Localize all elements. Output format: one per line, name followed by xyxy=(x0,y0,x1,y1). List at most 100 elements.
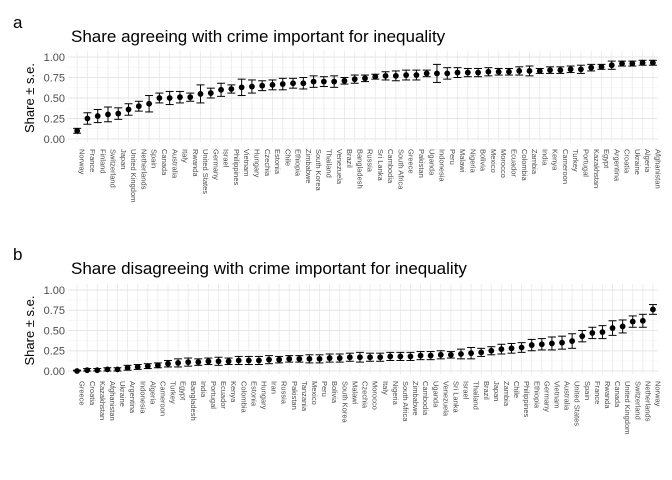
x-tick-label: Croatia xyxy=(88,381,97,406)
data-point xyxy=(357,354,363,361)
x-tick-label: Ethiopia xyxy=(294,149,303,177)
data-point xyxy=(447,351,454,358)
data-point xyxy=(225,358,232,365)
x-tick-label: Portugal xyxy=(209,381,218,409)
data-point xyxy=(464,69,471,76)
data-point xyxy=(362,75,368,82)
x-tick-label: Vietnam xyxy=(553,381,562,408)
data-point xyxy=(245,357,252,364)
x-tick-label: Norway xyxy=(654,381,663,407)
data-point xyxy=(94,367,101,374)
data-point xyxy=(382,72,389,79)
data-point xyxy=(336,355,343,361)
data-point xyxy=(413,72,420,78)
x-tick-label: Ecuador xyxy=(219,381,228,409)
y-tick-label: 0.75 xyxy=(44,305,65,317)
data-point xyxy=(598,63,605,70)
data-point xyxy=(156,95,163,101)
x-tick-label: France xyxy=(593,381,602,404)
data-point xyxy=(279,81,286,87)
data-point xyxy=(629,318,636,325)
data-point xyxy=(639,59,646,66)
x-tick-label: United States xyxy=(201,149,210,194)
x-tick-label: Bolivia xyxy=(479,149,488,172)
x-tick-label: Hungary xyxy=(253,149,262,178)
x-tick-label: Venezuela xyxy=(441,381,450,417)
data-point xyxy=(74,127,81,134)
data-point xyxy=(94,113,101,119)
data-point xyxy=(215,358,222,365)
x-tick-label: Russia xyxy=(366,149,375,173)
data-point xyxy=(306,355,313,362)
x-tick-label: Kenya xyxy=(551,149,560,171)
data-point xyxy=(498,346,505,353)
x-tick-label: Malawi xyxy=(350,381,359,405)
x-tick-label: Afghanistan xyxy=(108,381,117,421)
x-tick-label: Spain xyxy=(583,381,592,400)
data-point xyxy=(269,81,276,88)
data-point xyxy=(485,68,492,75)
x-tick-label: Ukraine xyxy=(118,381,127,407)
x-tick-label: Cameroon xyxy=(158,381,167,416)
data-point xyxy=(589,330,596,336)
x-tick-label: Estonia xyxy=(249,381,258,407)
data-point xyxy=(235,357,242,364)
x-tick-label: Zambia xyxy=(530,149,539,175)
data-point xyxy=(259,82,266,89)
data-point xyxy=(619,323,626,330)
data-point xyxy=(175,360,181,366)
data-point xyxy=(538,341,545,348)
x-tick-label: India xyxy=(199,381,208,398)
x-tick-label: Spain xyxy=(150,149,159,168)
x-tick-label: Netherlands xyxy=(139,149,148,190)
x-tick-label: Algeria xyxy=(643,149,652,173)
data-point xyxy=(569,338,576,344)
data-point xyxy=(276,356,283,363)
data-point xyxy=(458,351,464,357)
x-tick-label: South Africa xyxy=(396,149,405,190)
data-point xyxy=(417,352,424,359)
data-point xyxy=(165,360,171,367)
x-tick-label: Zambia xyxy=(502,381,511,407)
data-point xyxy=(115,110,122,117)
data-point xyxy=(547,67,553,74)
x-tick-label: Australia xyxy=(170,149,179,179)
x-tick-label: Switzerland xyxy=(109,149,118,188)
x-tick-label: Indonesia xyxy=(438,149,447,182)
x-tick-label: United Kingdom xyxy=(129,149,138,202)
data-point xyxy=(549,340,555,347)
data-point xyxy=(105,111,111,118)
x-tick-label: Germany xyxy=(211,149,220,180)
data-point xyxy=(528,342,535,348)
x-tick-label: Greece xyxy=(78,381,87,406)
x-tick-label: Nigeria xyxy=(468,149,477,174)
data-point xyxy=(316,355,323,362)
data-point xyxy=(609,325,616,331)
data-point xyxy=(177,94,183,101)
y-tick-label: 0.75 xyxy=(44,72,65,84)
data-point xyxy=(185,359,192,365)
x-tick-label: Israel xyxy=(222,149,231,168)
data-point xyxy=(526,68,533,74)
x-tick-label: Russia xyxy=(280,381,289,405)
data-point xyxy=(639,317,646,324)
chart-title: Share disagreeing with crime important f… xyxy=(71,259,467,278)
x-tick-label: Brazil xyxy=(345,149,354,168)
data-point xyxy=(320,78,327,85)
data-point xyxy=(454,69,461,76)
data-point xyxy=(599,329,606,336)
data-point xyxy=(536,68,543,74)
x-tick-label: Egypt xyxy=(602,149,611,169)
x-tick-label: Tanzania xyxy=(300,381,309,412)
data-point xyxy=(144,363,151,370)
x-tick-label: Pakistan xyxy=(290,381,299,410)
y-tick-label: 0.25 xyxy=(44,113,65,125)
data-point xyxy=(286,355,293,362)
data-point xyxy=(84,115,91,122)
x-tick-label: Peru xyxy=(448,149,457,165)
data-point xyxy=(114,366,121,373)
x-tick-label: Italy xyxy=(181,149,190,163)
y-tick-label: 0.25 xyxy=(44,346,65,358)
x-tick-label: Netherlands xyxy=(643,381,652,422)
x-tick-label: Israel xyxy=(462,381,471,400)
